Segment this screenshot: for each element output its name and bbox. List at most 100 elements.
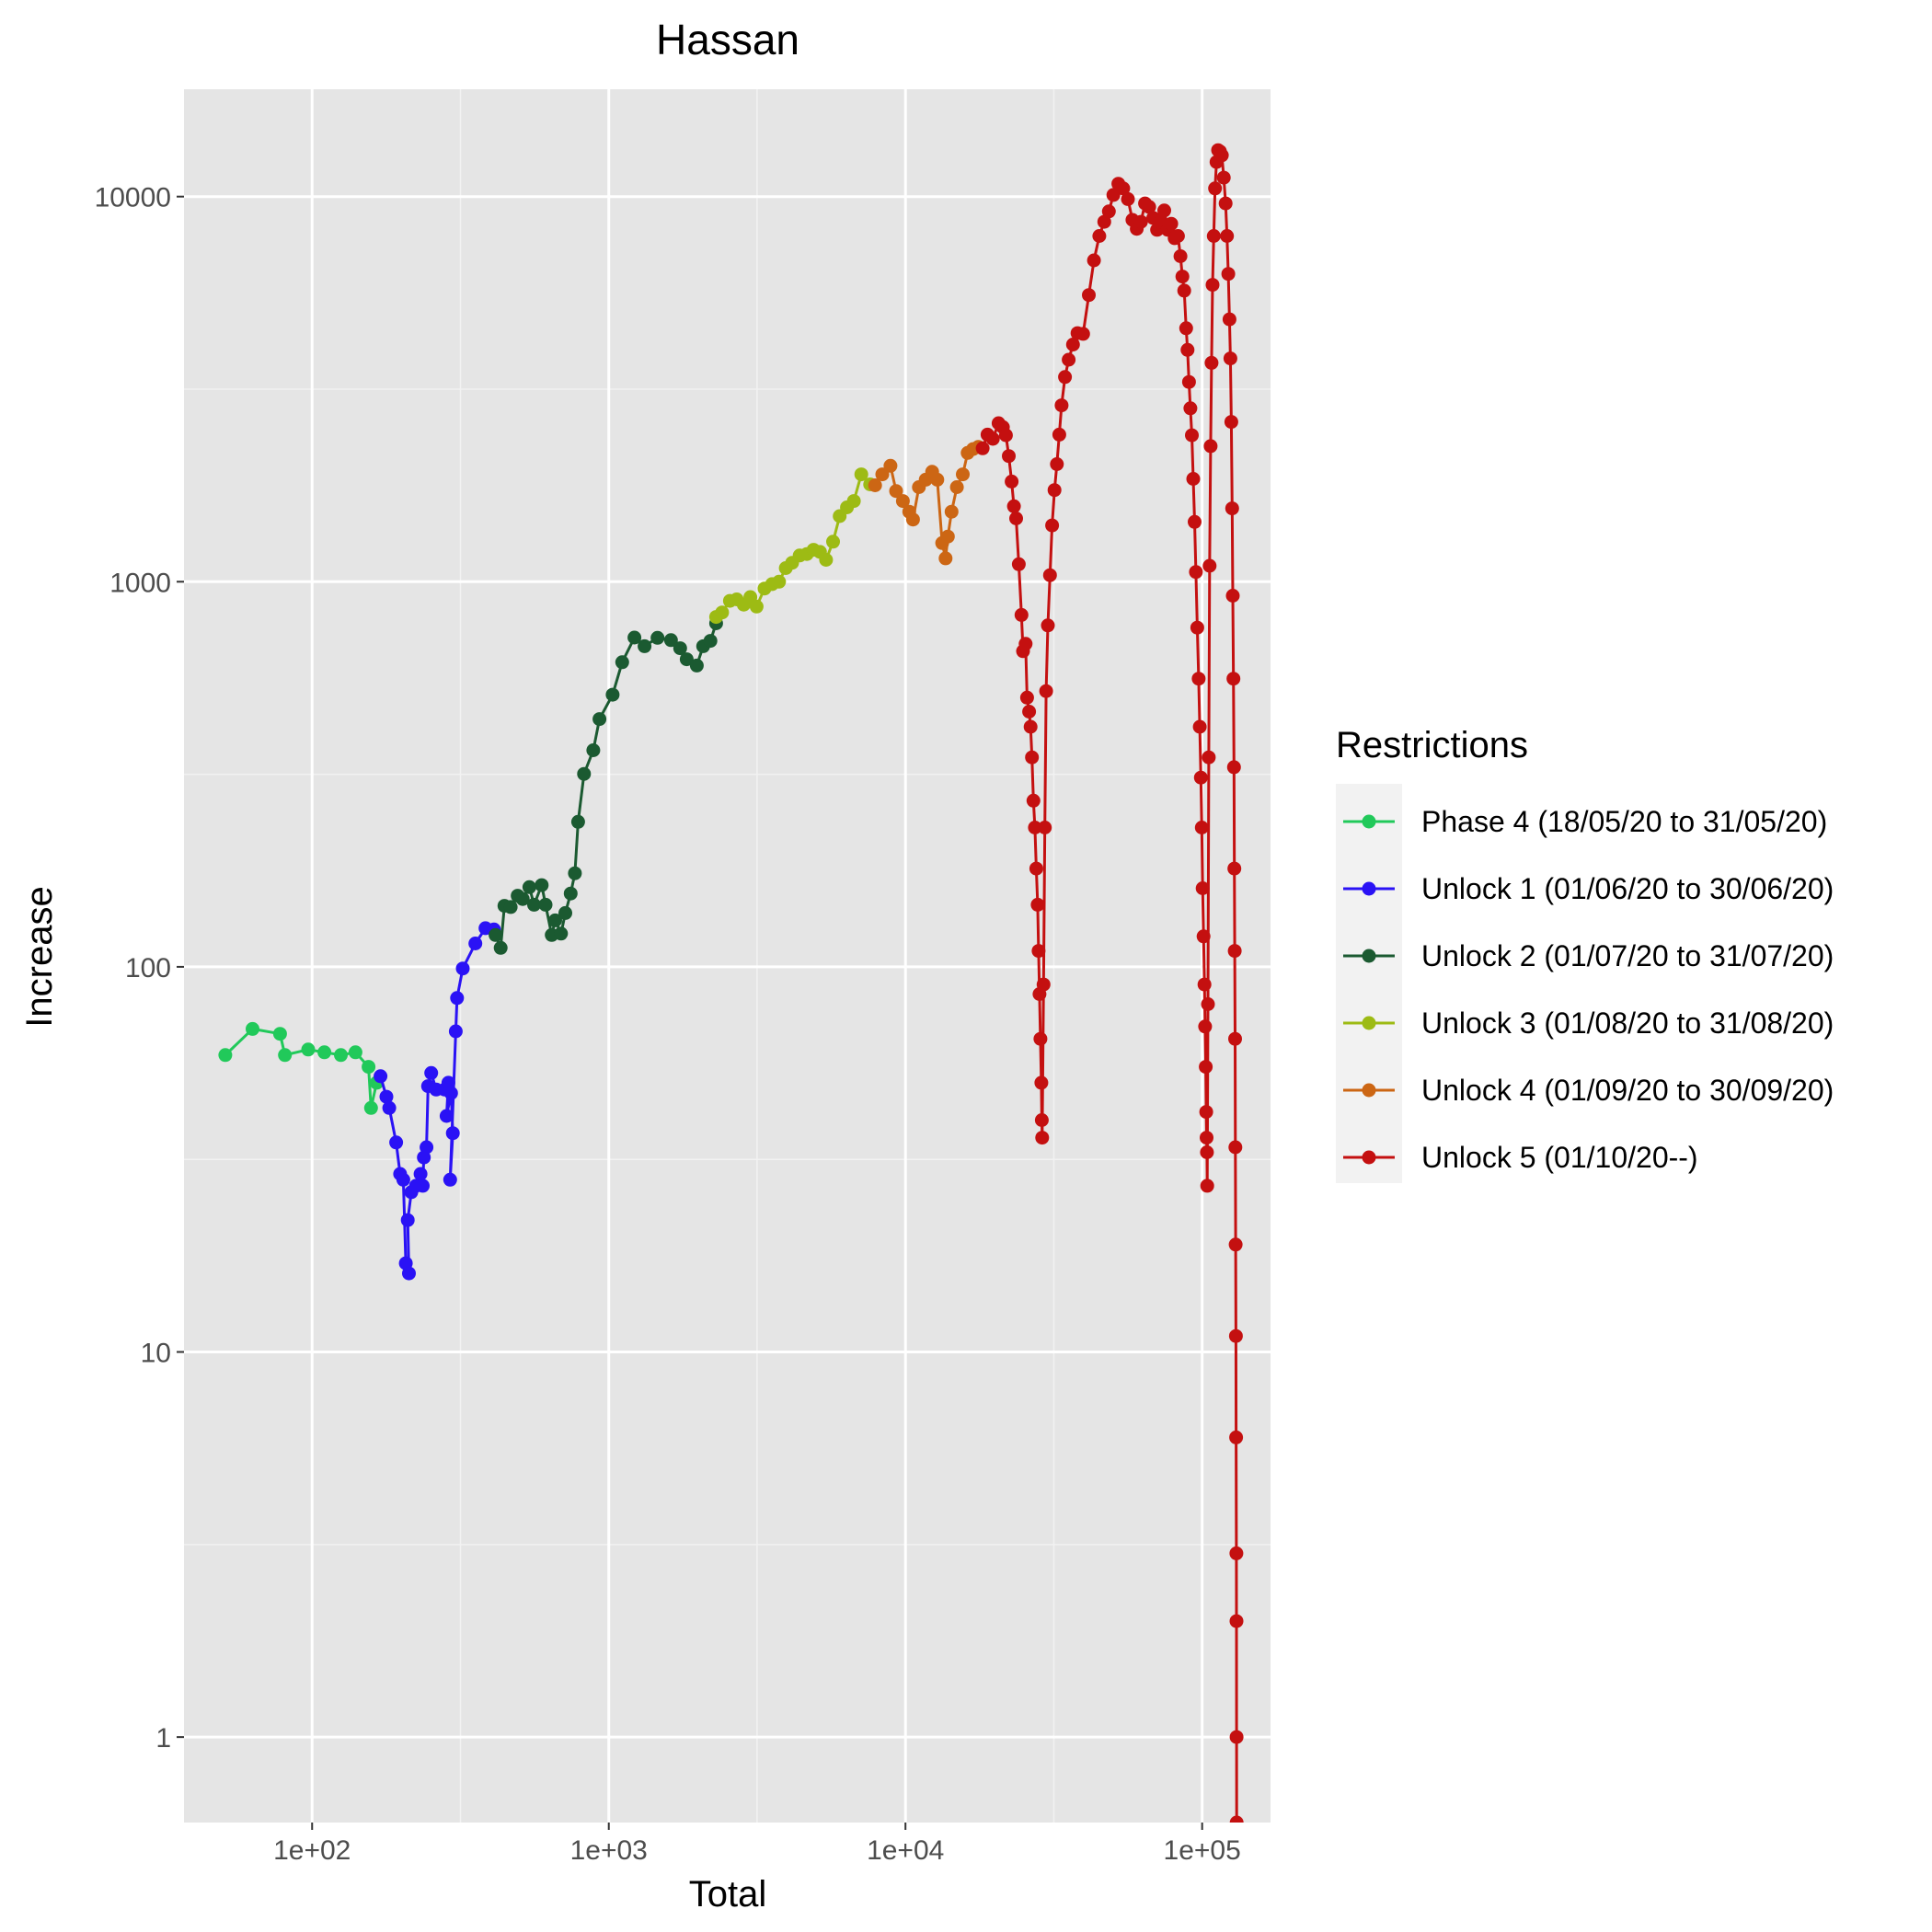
data-point (1196, 929, 1211, 944)
data-point (883, 458, 898, 473)
data-point (1121, 191, 1135, 206)
data-point (1054, 398, 1069, 413)
data-point (944, 504, 959, 519)
data-point (1223, 351, 1237, 366)
data-point (1042, 568, 1057, 582)
x-tick-label: 1e+04 (867, 1835, 944, 1866)
data-point (1197, 977, 1212, 992)
data-point (1228, 1140, 1243, 1155)
data-point (1035, 1131, 1050, 1145)
data-point (1097, 214, 1111, 229)
data-point (1200, 1131, 1213, 1145)
data-point (413, 1167, 428, 1181)
data-point (1052, 427, 1066, 442)
legend-key-point (1362, 1016, 1376, 1030)
x-axis-ticks: 1e+02 1e+03 1e+04 1e+05 (273, 1823, 1241, 1866)
data-point (515, 891, 530, 906)
x-tick-label: 1e+05 (1164, 1835, 1241, 1866)
data-point (443, 1172, 457, 1187)
data-point (1229, 1430, 1244, 1444)
data-point (577, 766, 592, 781)
data-point (1180, 342, 1195, 357)
series-2 (374, 921, 501, 1281)
data-point (938, 551, 953, 566)
data-point (1189, 565, 1203, 580)
legend-key-background (1336, 784, 1402, 1183)
data-point (1192, 719, 1207, 734)
legend-item: Unlock 3 (01/08/20 to 31/08/20) (1343, 1006, 1834, 1040)
data-point (1181, 374, 1196, 389)
legend-key-point (1362, 814, 1376, 829)
data-point (443, 1086, 458, 1100)
data-point (1116, 181, 1131, 196)
data-point (1170, 229, 1185, 243)
data-point (1227, 861, 1242, 876)
data-point (1216, 170, 1231, 185)
data-point (1188, 514, 1202, 529)
data-point (940, 529, 955, 544)
data-point (673, 641, 687, 656)
data-point (374, 1069, 388, 1084)
data-point (527, 897, 541, 912)
y-tick-label: 1 (155, 1723, 171, 1754)
data-point (1005, 474, 1019, 489)
data-point (218, 1048, 233, 1063)
series-layer (218, 143, 1244, 1823)
data-point (1226, 672, 1241, 686)
legend-items: Phase 4 (18/05/20 to 31/05/20) Unlock 1 (… (1343, 805, 1834, 1174)
data-point (1203, 439, 1218, 454)
grid-major (184, 89, 1271, 1823)
y-tick-label: 10000 (95, 183, 171, 213)
x-axis-title: Total (689, 1874, 767, 1915)
legend-label: Phase 4 (18/05/20 to 31/05/20) (1421, 805, 1827, 838)
data-point (1062, 352, 1076, 367)
data-point (400, 1213, 415, 1227)
y-axis-ticks: 1 10 100 1000 10000 (95, 183, 184, 1754)
data-point (272, 1027, 287, 1041)
legend-item: Unlock 2 (01/07/20 to 31/07/20) (1343, 939, 1834, 972)
data-point (1142, 200, 1156, 214)
data-point (1029, 861, 1043, 876)
data-point (975, 441, 990, 455)
data-point (1019, 690, 1034, 705)
data-point (846, 494, 861, 509)
data-point (522, 880, 536, 894)
data-point (868, 478, 882, 492)
data-point (1220, 229, 1235, 243)
data-point (489, 927, 503, 942)
data-point (1022, 705, 1037, 719)
data-point (1036, 977, 1051, 992)
data-point (1214, 148, 1229, 163)
data-point (246, 1021, 259, 1036)
data-point (1087, 253, 1101, 268)
data-point (889, 484, 903, 499)
data-point (715, 605, 730, 620)
data-point (1041, 618, 1055, 633)
data-point (1228, 1237, 1243, 1252)
data-point (1082, 288, 1096, 303)
data-point (1177, 283, 1191, 298)
legend-title: Restrictions (1336, 725, 1528, 765)
data-point (1228, 1328, 1243, 1343)
data-point (548, 913, 562, 927)
data-point (362, 1060, 376, 1075)
legend-key-point (1362, 1150, 1376, 1165)
data-point (416, 1179, 430, 1193)
data-point (1226, 760, 1241, 775)
data-point (1050, 457, 1064, 471)
data-point (650, 630, 665, 645)
data-point (348, 1045, 362, 1060)
legend-key-point (1362, 881, 1376, 896)
data-point (1045, 518, 1060, 533)
y-axis-title: Increase (19, 886, 60, 1027)
data-point (445, 1126, 460, 1141)
data-point (455, 961, 470, 976)
data-point (854, 467, 868, 482)
data-point (1075, 327, 1090, 341)
data-point (1175, 270, 1190, 284)
data-point (1014, 607, 1029, 622)
data-point (689, 658, 704, 673)
data-point (1034, 1113, 1049, 1127)
data-point (1092, 229, 1107, 243)
legend-label: Unlock 4 (01/09/20 to 30/09/20) (1421, 1074, 1834, 1107)
